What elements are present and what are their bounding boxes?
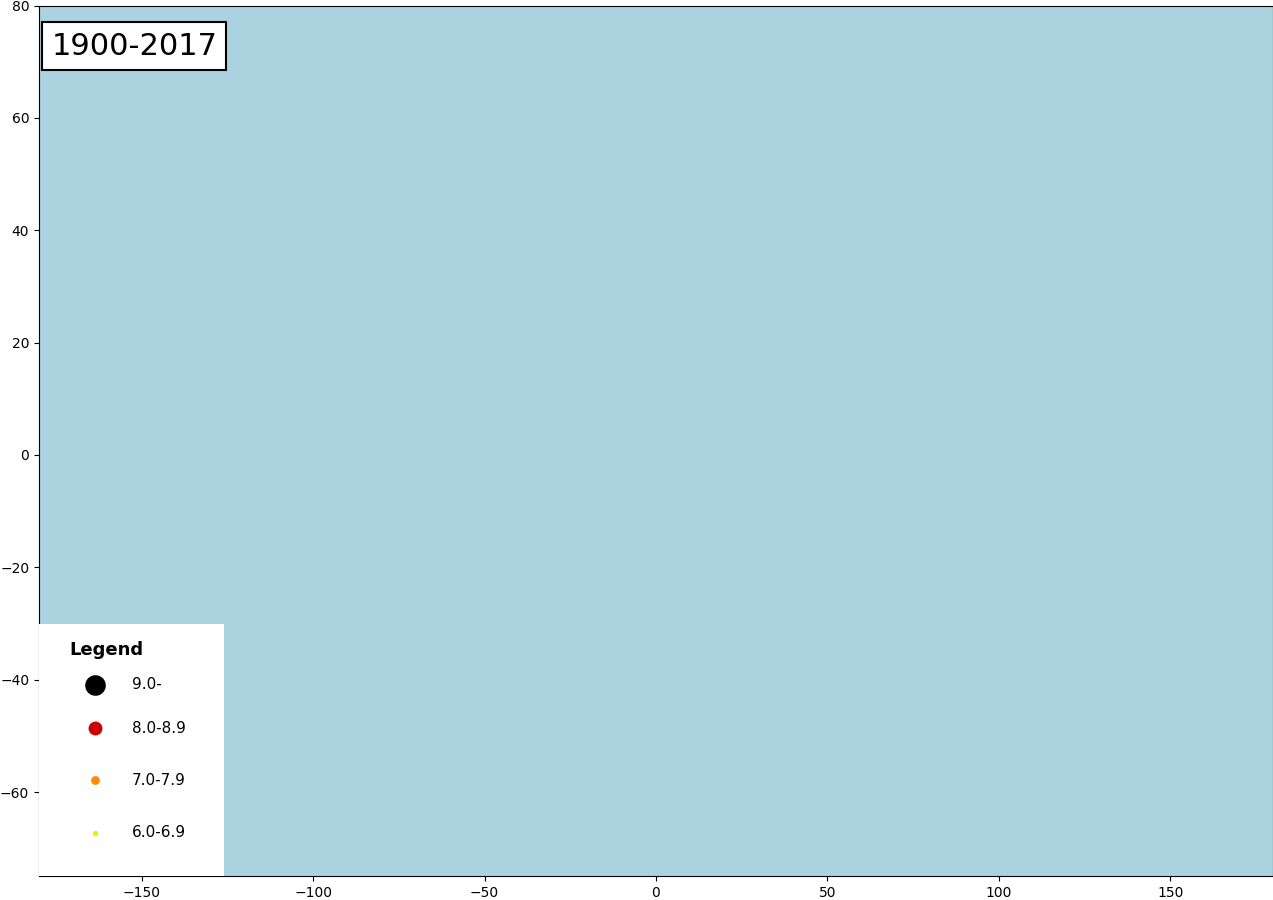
Text: 7.0-7.9: 7.0-7.9 (131, 773, 186, 788)
Point (645, 446, 666, 461)
Point (645, 447, 666, 462)
FancyBboxPatch shape (39, 624, 224, 885)
Text: 6.0-6.9: 6.0-6.9 (131, 825, 186, 841)
Text: 9.0-: 9.0- (131, 677, 162, 692)
Point (645, 447, 666, 462)
Text: 8.0-8.9: 8.0-8.9 (131, 721, 186, 735)
Text: Legend: Legend (70, 641, 144, 659)
Point (645, 446, 666, 461)
Text: 1900-2017: 1900-2017 (51, 32, 218, 60)
